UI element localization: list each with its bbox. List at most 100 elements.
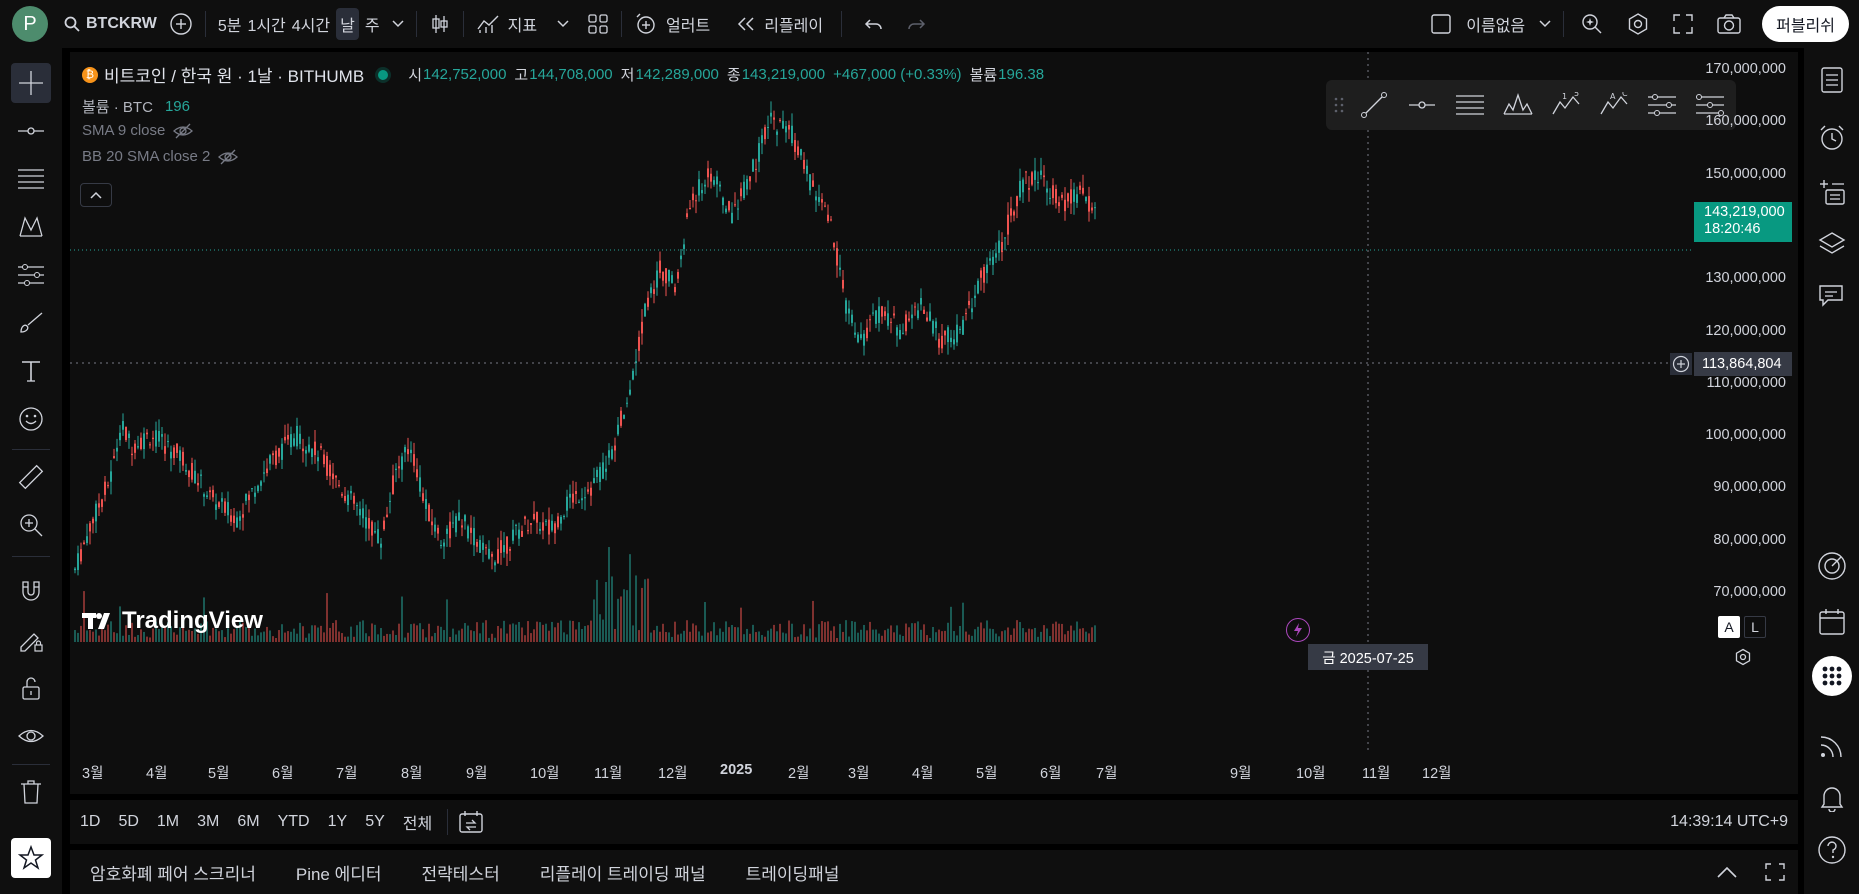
help-button[interactable] (1812, 830, 1852, 870)
tab-strategy-tester[interactable]: 전략테스터 (421, 864, 500, 884)
drag-handle-icon[interactable] (1334, 96, 1344, 114)
tab-trading-panel[interactable]: 트레이딩패널 (745, 864, 840, 884)
symbol-title[interactable]: 비트코인 / 한국 원 · 1날 · BITHUMB (104, 67, 365, 86)
range-5d-button[interactable]: 5D (118, 813, 139, 830)
streams-button[interactable] (1812, 726, 1852, 766)
redo-button[interactable] (900, 8, 932, 40)
indicators-button[interactable]: 지표 (470, 8, 543, 40)
emoji-tool[interactable] (11, 399, 51, 439)
auto-scale-button[interactable]: A (1718, 616, 1740, 638)
lock-drawings-tool[interactable] (11, 668, 51, 708)
quick-search-button[interactable] (1574, 8, 1610, 40)
calendar-button[interactable] (1812, 602, 1852, 642)
chevron-up-icon[interactable] (1716, 865, 1738, 879)
range-1m-button[interactable]: 1M (156, 813, 180, 830)
eye-off-icon[interactable] (173, 123, 194, 139)
settings-button[interactable] (1620, 8, 1656, 40)
indicators-dropdown[interactable] (551, 8, 575, 40)
timezone-clock[interactable]: 14:39:14 UTC+9 (1670, 813, 1788, 830)
tab-replay-trading-panel[interactable]: 리플레이 트레이딩 패널 (539, 864, 706, 884)
chart-type-button[interactable] (423, 8, 457, 40)
magnet-tool[interactable] (11, 572, 51, 612)
price-chart-canvas[interactable] (70, 52, 1692, 752)
maximize-panel-icon[interactable] (1764, 862, 1786, 882)
interval-5m[interactable]: 5분 (212, 8, 248, 40)
replay-button[interactable]: 리플레이 (730, 8, 829, 40)
measure-tool[interactable] (11, 457, 51, 497)
log-scale-button[interactable]: L (1744, 616, 1766, 638)
templates-button[interactable] (581, 8, 615, 40)
projection-lines-icon[interactable] (1692, 93, 1728, 117)
interval-4h[interactable]: 4시간 (286, 8, 336, 40)
pattern-tool[interactable] (11, 207, 51, 247)
eye-off-icon[interactable] (218, 149, 239, 165)
volume-bar (491, 633, 493, 642)
time-axis-settings-button[interactable] (1734, 648, 1752, 669)
layers-button[interactable] (1812, 224, 1852, 264)
interval-dropdown[interactable] (386, 8, 410, 40)
snapshot-button[interactable] (1710, 8, 1748, 40)
candle-body (830, 219, 832, 221)
volume-bar (149, 637, 151, 642)
watchlist-button[interactable] (1812, 60, 1852, 100)
text-tool[interactable] (11, 351, 51, 391)
zoom-tool[interactable] (11, 505, 51, 545)
user-avatar[interactable]: P (12, 6, 48, 42)
candle-body (446, 528, 448, 534)
fullscreen-button[interactable] (1666, 8, 1700, 40)
range-1d-button[interactable]: 1D (80, 813, 101, 830)
tab-pine-editor[interactable]: Pine 에디터 (295, 864, 382, 884)
symbol-search-button[interactable]: BTCKRW (58, 8, 163, 40)
forecast-lines-icon[interactable] (1644, 93, 1680, 117)
forecast-tool[interactable] (11, 255, 51, 295)
alerts-panel-button[interactable] (1812, 118, 1852, 158)
range-5y-button[interactable]: 5Y (365, 813, 385, 830)
events-marker[interactable] (1286, 618, 1310, 642)
fib-lines-icon[interactable] (1452, 93, 1488, 117)
range-1y-button[interactable]: 1Y (327, 813, 348, 830)
volume-legend[interactable]: 볼륨 · BTC 196 (82, 96, 190, 117)
ideas-button[interactable] (1812, 546, 1852, 586)
collapse-legend-button[interactable] (80, 183, 112, 207)
range-all-button[interactable]: 전체 (402, 816, 433, 833)
head-shoulders-icon[interactable] (1500, 92, 1536, 118)
time-axis[interactable]: 3월 4월 5월 6월 7월 8월 9월 10월 11월 12월 2025 2월 3월 4월 5월 6월 7월 9… (70, 752, 1798, 794)
trend-line-icon[interactable] (1356, 91, 1392, 119)
tradingview-watermark[interactable]: TradingView (82, 607, 263, 635)
horizontal-ray-tool[interactable] (11, 111, 51, 151)
layout-button[interactable]: 이름없음 (1424, 8, 1557, 40)
undo-button[interactable] (858, 8, 890, 40)
horizontal-ray-icon[interactable] (1404, 98, 1440, 112)
tab-crypto-screener[interactable]: 암호화폐 페어 스크리너 (90, 864, 256, 884)
sma-legend[interactable]: SMA 9 close (82, 122, 194, 139)
range-3m-button[interactable]: 3M (197, 813, 220, 830)
crosshair-tool[interactable] (11, 63, 51, 103)
chats-button[interactable] (1812, 276, 1852, 316)
range-ytd-button[interactable]: YTD (277, 813, 310, 830)
chart-pane[interactable]: ₿ 비트코인 / 한국 원 · 1날 · BITHUMB 시 142,752,00… (70, 52, 1798, 794)
interval-1w[interactable]: 주 (359, 8, 386, 40)
price-axis[interactable]: 170,000,000160,000,000150,000,000140,000… (1692, 52, 1798, 752)
range-6m-button[interactable]: 6M (237, 813, 260, 830)
stay-drawing-tool[interactable] (11, 620, 51, 660)
alert-button[interactable]: 얼러트 (628, 8, 716, 40)
fib-tool[interactable] (11, 159, 51, 199)
compare-symbol-button[interactable] (163, 8, 199, 40)
add-alert-at-price-button[interactable] (1670, 353, 1692, 375)
volume-bar (164, 626, 166, 642)
interval-1h[interactable]: 1시간 (241, 8, 291, 40)
publish-button[interactable]: 퍼블리쉬 (1762, 6, 1849, 42)
notifications-button[interactable] (1812, 778, 1852, 818)
watchlist-tool[interactable] (11, 838, 51, 878)
brush-tool[interactable] (11, 303, 51, 343)
products-button[interactable] (1812, 656, 1852, 696)
interval-1d[interactable]: 날 (336, 8, 359, 40)
remove-drawings-tool[interactable] (11, 772, 51, 812)
hide-drawings-tool[interactable] (11, 716, 51, 756)
bb-legend[interactable]: BB 20 SMA close 2 (82, 148, 239, 165)
candle-body (497, 549, 499, 564)
data-window-button[interactable] (1812, 172, 1852, 212)
goto-date-icon[interactable] (458, 810, 484, 834)
